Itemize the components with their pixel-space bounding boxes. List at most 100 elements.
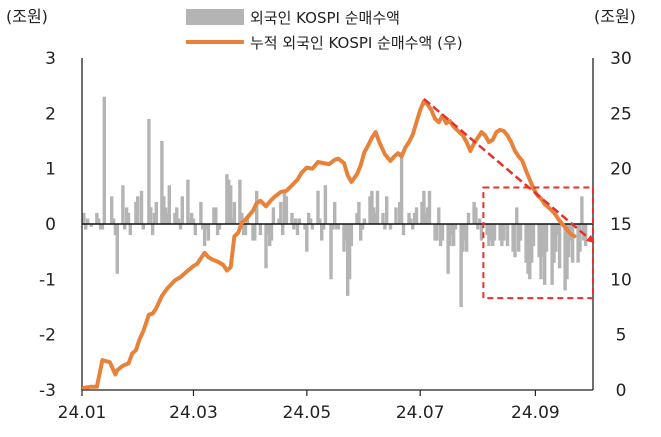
bar xyxy=(385,196,389,224)
bar xyxy=(531,224,536,247)
bar xyxy=(528,224,532,280)
right-tick-label: 20 xyxy=(610,160,632,180)
bar xyxy=(85,218,90,224)
bar xyxy=(188,218,192,224)
bar xyxy=(381,212,385,224)
bar xyxy=(541,224,545,258)
bar xyxy=(530,224,534,263)
right-tick-label: 0 xyxy=(616,381,627,401)
bar xyxy=(435,224,439,241)
right-tick-label: 5 xyxy=(616,326,627,346)
right-tick-label: 30 xyxy=(610,49,632,69)
bar xyxy=(139,190,144,224)
bar xyxy=(357,201,361,224)
bar xyxy=(336,224,341,230)
bar xyxy=(409,218,413,224)
legend-bar-label: 외국인 KOSPI 순매수액 xyxy=(250,9,400,27)
bar xyxy=(373,212,378,224)
bar xyxy=(375,190,380,224)
bar xyxy=(543,224,547,285)
bar xyxy=(215,224,220,236)
bar xyxy=(303,224,307,230)
legend-bar-swatch xyxy=(186,9,244,25)
bar xyxy=(102,96,106,224)
bar xyxy=(163,207,168,224)
bar xyxy=(225,174,229,224)
bar xyxy=(565,224,569,280)
bar xyxy=(448,224,452,247)
bar xyxy=(124,207,129,224)
bar xyxy=(515,207,519,224)
x-tick-label: 24.05 xyxy=(283,403,332,423)
bar xyxy=(282,190,287,224)
bar xyxy=(189,212,194,224)
left-tick-label: 3 xyxy=(45,49,56,69)
bar xyxy=(110,196,114,224)
bar xyxy=(204,224,209,230)
bar xyxy=(113,224,118,236)
bar xyxy=(149,207,153,224)
bar xyxy=(95,212,99,224)
bar xyxy=(331,224,335,230)
bar xyxy=(202,224,207,247)
bar xyxy=(478,218,482,224)
bar xyxy=(401,224,406,236)
bar xyxy=(316,190,320,224)
bar xyxy=(212,207,216,224)
bar xyxy=(269,224,274,241)
bar xyxy=(115,224,119,274)
bar xyxy=(175,207,179,224)
cumulative-line xyxy=(81,99,577,390)
bar xyxy=(165,212,170,224)
bar xyxy=(424,212,428,224)
bar xyxy=(526,224,530,274)
line-series xyxy=(81,99,577,390)
bar xyxy=(308,218,313,224)
bar xyxy=(362,218,367,224)
bar xyxy=(438,224,443,247)
x-tick-label: 24.01 xyxy=(58,403,107,423)
bar xyxy=(425,207,430,224)
bar xyxy=(544,224,549,252)
bar xyxy=(576,224,580,263)
bar xyxy=(461,224,465,252)
bar xyxy=(446,224,450,274)
bar xyxy=(180,196,184,224)
bar xyxy=(479,224,484,241)
bar xyxy=(453,224,458,230)
bar xyxy=(160,141,164,224)
bar xyxy=(290,212,294,224)
bar xyxy=(567,224,571,258)
bar xyxy=(437,207,441,224)
bar xyxy=(368,196,372,224)
bar xyxy=(294,218,298,224)
bar xyxy=(450,224,454,236)
bar xyxy=(297,218,302,224)
bar xyxy=(111,218,116,224)
bar xyxy=(305,224,309,252)
left-axis-unit: (조원) xyxy=(6,7,48,26)
bar xyxy=(412,212,417,224)
bar xyxy=(154,201,158,224)
bar xyxy=(147,118,151,224)
bar xyxy=(310,224,315,230)
bar xyxy=(407,212,411,224)
bar xyxy=(292,224,296,230)
bar xyxy=(238,179,242,224)
bar xyxy=(214,207,218,224)
bar xyxy=(394,207,398,224)
bar xyxy=(121,185,125,224)
bar xyxy=(570,224,575,263)
bar xyxy=(193,224,197,236)
bar xyxy=(162,196,166,224)
bar xyxy=(281,224,285,236)
bar xyxy=(134,201,138,224)
bar xyxy=(360,224,365,230)
bar xyxy=(217,224,222,230)
bar xyxy=(266,224,270,236)
bar xyxy=(414,207,419,224)
bar xyxy=(126,212,131,224)
bar xyxy=(388,224,393,230)
axes xyxy=(81,58,594,396)
bar xyxy=(537,224,541,258)
